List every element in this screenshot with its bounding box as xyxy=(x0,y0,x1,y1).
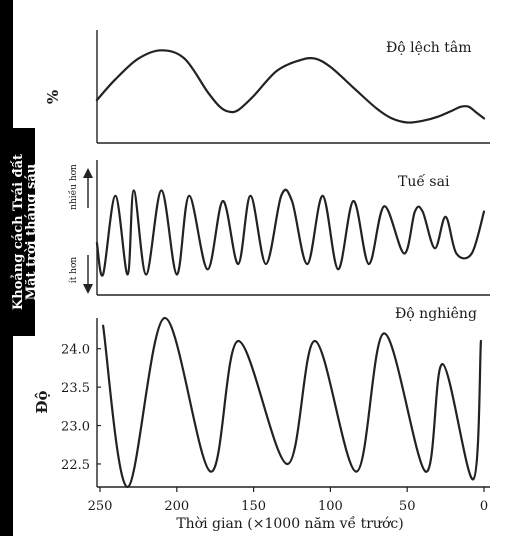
y-tick-label: 23.5 xyxy=(61,381,90,396)
eccentricity-panel: Độ lệch tâm % xyxy=(44,30,490,144)
precession-curve xyxy=(95,188,486,277)
left-bar-bottom xyxy=(0,336,13,536)
precession-title: Tuế sai xyxy=(398,173,450,190)
y-tick-label: 22.5 xyxy=(61,458,90,473)
obliquity-curve xyxy=(102,316,482,489)
distance-label-line2: Mặt trời tháng sáu xyxy=(24,164,39,300)
obliquity-panel: Độ nghiêng Độ 22.5 23.0 23.5 24.0 250 200 150… xyxy=(33,306,490,532)
eccentricity-curve xyxy=(95,49,486,124)
y-tick-label: 23.0 xyxy=(61,420,90,435)
obliquity-x-label: Thời gian (×1000 năm về trước) xyxy=(176,515,403,532)
x-tick-label: 200 xyxy=(164,499,189,514)
less-label: ít hơn xyxy=(68,257,79,284)
left-bar-top xyxy=(0,0,13,128)
obliquity-y-ticks: 22.5 23.0 23.5 24.0 xyxy=(61,343,101,473)
obliquity-x-ticks: 250 200 150 100 50 0 xyxy=(88,487,488,514)
eccentricity-y-label: % xyxy=(44,90,62,104)
arrow-down-icon xyxy=(83,284,93,294)
more-label: nhiều hơn xyxy=(68,164,79,210)
eccentricity-title: Độ lệch tâm xyxy=(386,40,472,56)
x-tick-label: 100 xyxy=(318,499,343,514)
x-tick-label: 250 xyxy=(88,499,113,514)
y-tick-label: 24.0 xyxy=(61,343,90,358)
obliquity-y-label: Độ xyxy=(33,390,51,413)
left-bar-middle xyxy=(0,128,35,336)
arrow-up-icon xyxy=(83,168,93,178)
x-tick-label: 0 xyxy=(480,499,488,514)
x-tick-label: 50 xyxy=(399,499,416,514)
obliquity-title: Độ nghiêng xyxy=(395,306,477,322)
x-tick-label: 150 xyxy=(241,499,266,514)
distance-label-line1: Khoảng cách Trái đất xyxy=(10,154,26,310)
precession-panel: Tuế sai nhiều hơn ít hơn xyxy=(68,160,490,296)
